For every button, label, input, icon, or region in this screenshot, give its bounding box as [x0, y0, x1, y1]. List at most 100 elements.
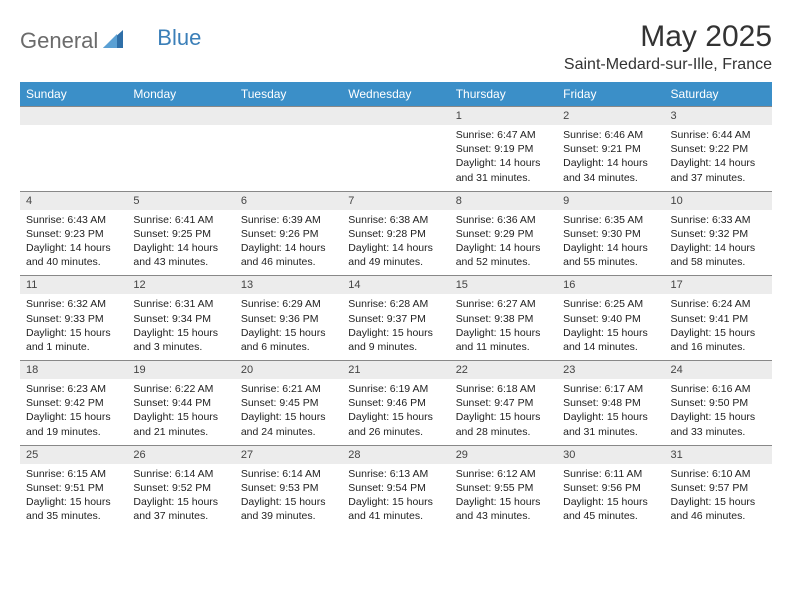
calendar-day-cell — [342, 106, 449, 191]
calendar-table: Sunday Monday Tuesday Wednesday Thursday… — [20, 82, 772, 529]
sunset-text: Sunset: 9:55 PM — [456, 481, 551, 495]
day-body: Sunrise: 6:22 AMSunset: 9:44 PMDaylight:… — [127, 379, 234, 445]
daylight-text: Daylight: 15 hours and 26 minutes. — [348, 410, 443, 438]
day-number: 2 — [557, 106, 664, 125]
sunrise-text: Sunrise: 6:17 AM — [563, 382, 658, 396]
day-body: Sunrise: 6:35 AMSunset: 9:30 PMDaylight:… — [557, 210, 664, 276]
day-number: 1 — [450, 106, 557, 125]
day-body: Sunrise: 6:46 AMSunset: 9:21 PMDaylight:… — [557, 125, 664, 191]
calendar-day-cell: 28Sunrise: 6:13 AMSunset: 9:54 PMDayligh… — [342, 445, 449, 530]
day-body: Sunrise: 6:43 AMSunset: 9:23 PMDaylight:… — [20, 210, 127, 276]
sunset-text: Sunset: 9:51 PM — [26, 481, 121, 495]
calendar-day-cell: 24Sunrise: 6:16 AMSunset: 9:50 PMDayligh… — [665, 360, 772, 445]
daylight-text: Daylight: 15 hours and 46 minutes. — [671, 495, 766, 523]
day-header: Saturday — [665, 82, 772, 106]
title-block: May 2025 Saint-Medard-sur-Ille, France — [564, 20, 772, 74]
day-number-empty — [235, 106, 342, 125]
calendar-day-cell: 19Sunrise: 6:22 AMSunset: 9:44 PMDayligh… — [127, 360, 234, 445]
daylight-text: Daylight: 15 hours and 33 minutes. — [671, 410, 766, 438]
day-number: 15 — [450, 275, 557, 294]
day-body: Sunrise: 6:11 AMSunset: 9:56 PMDaylight:… — [557, 464, 664, 530]
day-body-empty — [342, 125, 449, 185]
day-body: Sunrise: 6:15 AMSunset: 9:51 PMDaylight:… — [20, 464, 127, 530]
daylight-text: Daylight: 15 hours and 6 minutes. — [241, 326, 336, 354]
calendar-day-cell: 12Sunrise: 6:31 AMSunset: 9:34 PMDayligh… — [127, 275, 234, 360]
day-header: Thursday — [450, 82, 557, 106]
sunset-text: Sunset: 9:29 PM — [456, 227, 551, 241]
calendar-day-cell: 20Sunrise: 6:21 AMSunset: 9:45 PMDayligh… — [235, 360, 342, 445]
day-number: 6 — [235, 191, 342, 210]
calendar-week-row: 4Sunrise: 6:43 AMSunset: 9:23 PMDaylight… — [20, 191, 772, 276]
day-header: Sunday — [20, 82, 127, 106]
sunrise-text: Sunrise: 6:29 AM — [241, 297, 336, 311]
calendar-day-cell: 23Sunrise: 6:17 AMSunset: 9:48 PMDayligh… — [557, 360, 664, 445]
daylight-text: Daylight: 15 hours and 14 minutes. — [563, 326, 658, 354]
calendar-day-cell: 2Sunrise: 6:46 AMSunset: 9:21 PMDaylight… — [557, 106, 664, 191]
day-number: 4 — [20, 191, 127, 210]
calendar-day-cell: 16Sunrise: 6:25 AMSunset: 9:40 PMDayligh… — [557, 275, 664, 360]
calendar-week-row: 18Sunrise: 6:23 AMSunset: 9:42 PMDayligh… — [20, 360, 772, 445]
daylight-text: Daylight: 15 hours and 11 minutes. — [456, 326, 551, 354]
sunset-text: Sunset: 9:53 PM — [241, 481, 336, 495]
sunrise-text: Sunrise: 6:32 AM — [26, 297, 121, 311]
day-body: Sunrise: 6:28 AMSunset: 9:37 PMDaylight:… — [342, 294, 449, 360]
daylight-text: Daylight: 15 hours and 41 minutes. — [348, 495, 443, 523]
day-body: Sunrise: 6:36 AMSunset: 9:29 PMDaylight:… — [450, 210, 557, 276]
day-number: 23 — [557, 360, 664, 379]
calendar-day-cell: 7Sunrise: 6:38 AMSunset: 9:28 PMDaylight… — [342, 191, 449, 276]
day-number: 13 — [235, 275, 342, 294]
sunrise-text: Sunrise: 6:31 AM — [133, 297, 228, 311]
sunrise-text: Sunrise: 6:35 AM — [563, 213, 658, 227]
calendar-week-row: 1Sunrise: 6:47 AMSunset: 9:19 PMDaylight… — [20, 106, 772, 191]
sunset-text: Sunset: 9:45 PM — [241, 396, 336, 410]
daylight-text: Daylight: 15 hours and 3 minutes. — [133, 326, 228, 354]
day-number: 5 — [127, 191, 234, 210]
sunrise-text: Sunrise: 6:28 AM — [348, 297, 443, 311]
calendar-day-cell: 21Sunrise: 6:19 AMSunset: 9:46 PMDayligh… — [342, 360, 449, 445]
calendar-day-cell: 31Sunrise: 6:10 AMSunset: 9:57 PMDayligh… — [665, 445, 772, 530]
calendar-day-cell: 4Sunrise: 6:43 AMSunset: 9:23 PMDaylight… — [20, 191, 127, 276]
sunrise-text: Sunrise: 6:10 AM — [671, 467, 766, 481]
day-body: Sunrise: 6:25 AMSunset: 9:40 PMDaylight:… — [557, 294, 664, 360]
day-number-empty — [127, 106, 234, 125]
day-number: 22 — [450, 360, 557, 379]
sunrise-text: Sunrise: 6:46 AM — [563, 128, 658, 142]
calendar-day-cell: 9Sunrise: 6:35 AMSunset: 9:30 PMDaylight… — [557, 191, 664, 276]
day-body: Sunrise: 6:41 AMSunset: 9:25 PMDaylight:… — [127, 210, 234, 276]
day-body: Sunrise: 6:29 AMSunset: 9:36 PMDaylight:… — [235, 294, 342, 360]
day-body: Sunrise: 6:18 AMSunset: 9:47 PMDaylight:… — [450, 379, 557, 445]
day-body: Sunrise: 6:13 AMSunset: 9:54 PMDaylight:… — [342, 464, 449, 530]
day-header: Friday — [557, 82, 664, 106]
sunset-text: Sunset: 9:36 PM — [241, 312, 336, 326]
day-body: Sunrise: 6:19 AMSunset: 9:46 PMDaylight:… — [342, 379, 449, 445]
sunset-text: Sunset: 9:37 PM — [348, 312, 443, 326]
sunrise-text: Sunrise: 6:41 AM — [133, 213, 228, 227]
sunrise-text: Sunrise: 6:27 AM — [456, 297, 551, 311]
day-number: 31 — [665, 445, 772, 464]
day-number: 26 — [127, 445, 234, 464]
day-body: Sunrise: 6:17 AMSunset: 9:48 PMDaylight:… — [557, 379, 664, 445]
calendar-day-cell — [235, 106, 342, 191]
sunrise-text: Sunrise: 6:43 AM — [26, 213, 121, 227]
daylight-text: Daylight: 15 hours and 45 minutes. — [563, 495, 658, 523]
calendar-day-cell: 11Sunrise: 6:32 AMSunset: 9:33 PMDayligh… — [20, 275, 127, 360]
day-number-empty — [342, 106, 449, 125]
sunrise-text: Sunrise: 6:14 AM — [133, 467, 228, 481]
sunset-text: Sunset: 9:48 PM — [563, 396, 658, 410]
day-body: Sunrise: 6:47 AMSunset: 9:19 PMDaylight:… — [450, 125, 557, 191]
logo-triangle-icon — [103, 30, 123, 53]
sunset-text: Sunset: 9:34 PM — [133, 312, 228, 326]
sunrise-text: Sunrise: 6:47 AM — [456, 128, 551, 142]
sunset-text: Sunset: 9:19 PM — [456, 142, 551, 156]
month-title: May 2025 — [564, 20, 772, 54]
day-body: Sunrise: 6:21 AMSunset: 9:45 PMDaylight:… — [235, 379, 342, 445]
sunset-text: Sunset: 9:25 PM — [133, 227, 228, 241]
sunrise-text: Sunrise: 6:38 AM — [348, 213, 443, 227]
calendar-day-cell: 3Sunrise: 6:44 AMSunset: 9:22 PMDaylight… — [665, 106, 772, 191]
day-number: 3 — [665, 106, 772, 125]
brand-logo: General Blue — [20, 28, 201, 54]
day-number: 24 — [665, 360, 772, 379]
calendar-day-cell: 17Sunrise: 6:24 AMSunset: 9:41 PMDayligh… — [665, 275, 772, 360]
day-number: 20 — [235, 360, 342, 379]
day-body: Sunrise: 6:16 AMSunset: 9:50 PMDaylight:… — [665, 379, 772, 445]
